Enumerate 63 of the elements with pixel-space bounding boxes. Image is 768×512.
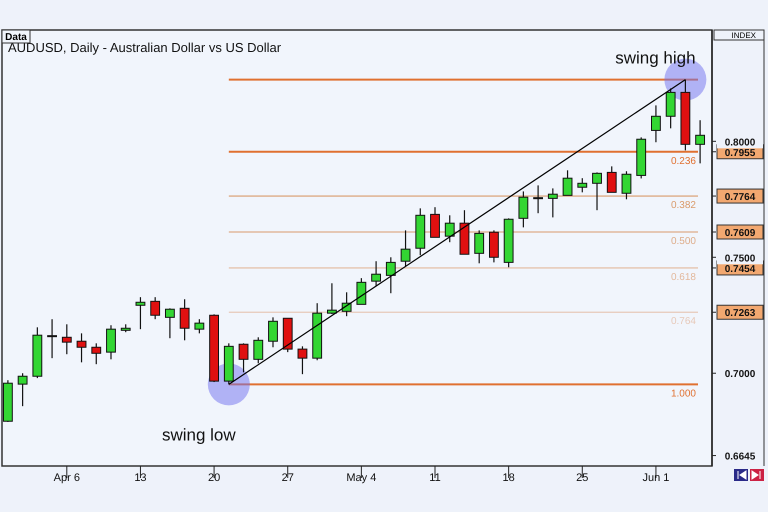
candlestick bbox=[253, 336, 264, 364]
candlestick bbox=[150, 296, 160, 320]
y-tick-label: 0.7764 bbox=[724, 192, 756, 204]
candlestick bbox=[562, 170, 572, 196]
candlestick bbox=[180, 298, 190, 341]
candlestick bbox=[548, 188, 558, 218]
x-tick-label: 13 bbox=[134, 472, 147, 484]
candlestick bbox=[386, 256, 396, 294]
candlestick bbox=[47, 318, 57, 359]
text: AUDUSD, Daily - Australian Dollar vs US Dollar bbox=[8, 40, 282, 55]
candlestick bbox=[371, 260, 382, 287]
candlestick bbox=[194, 318, 204, 334]
candlestick bbox=[622, 170, 632, 200]
candlestick bbox=[326, 282, 337, 315]
y-tick-label: 0.6645 bbox=[724, 452, 756, 463]
y-tick-label: 0.8000 bbox=[724, 137, 756, 148]
annotation: 0.236 bbox=[670, 156, 696, 167]
candlestick bbox=[695, 120, 706, 164]
x-tick-label: Jun 1 bbox=[642, 472, 670, 484]
annotation: 0.618 bbox=[670, 272, 696, 283]
candlestick bbox=[666, 88, 676, 129]
candlestick bbox=[268, 316, 278, 348]
x-tick-label: 18 bbox=[502, 472, 515, 484]
candlestick bbox=[577, 178, 588, 193]
y-tick-label: 0.7609 bbox=[724, 228, 756, 239]
candlestick bbox=[444, 214, 455, 243]
x-tick-label: 27 bbox=[282, 472, 294, 484]
candlestick bbox=[238, 342, 248, 373]
candlestick bbox=[400, 230, 410, 267]
candlestick bbox=[18, 372, 28, 407]
x-tick-label: 25 bbox=[576, 472, 588, 484]
candlestick bbox=[651, 104, 661, 143]
y-tick-label: 0.7000 bbox=[724, 369, 756, 380]
annotation: Data bbox=[5, 32, 28, 43]
candlestick bbox=[91, 342, 102, 365]
y-tick-label: 0.7454 bbox=[724, 264, 756, 275]
candlestick bbox=[518, 190, 528, 228]
candlestick bbox=[164, 308, 175, 339]
y-tick-label: 0.7955 bbox=[724, 148, 756, 159]
x-tick-label: 11 bbox=[429, 472, 441, 484]
annotation: 0.382 bbox=[670, 200, 696, 212]
candlestick bbox=[592, 172, 602, 211]
y-tick-label: 0.7500 bbox=[724, 253, 756, 264]
x-tick-label: Apr 6 bbox=[54, 472, 80, 484]
candlestick bbox=[76, 332, 86, 363]
candlestick bbox=[106, 324, 116, 360]
candlestick bbox=[474, 230, 484, 264]
x-tick-label: 20 bbox=[208, 472, 220, 484]
x-tick-label: May 4 bbox=[346, 472, 376, 484]
annotation: 0.764 bbox=[670, 316, 696, 328]
candlestick bbox=[606, 166, 617, 193]
annotation: swing low bbox=[162, 425, 236, 444]
candlestick bbox=[298, 346, 308, 375]
candlestick bbox=[533, 184, 544, 214]
annotation: swing high bbox=[615, 48, 696, 68]
text: INDEX bbox=[732, 31, 757, 40]
annotation: 0.500 bbox=[670, 236, 696, 247]
annotation: 1.000 bbox=[670, 388, 696, 400]
candlestick bbox=[356, 278, 366, 305]
y-tick-label: 0.7263 bbox=[724, 308, 756, 320]
candlestick bbox=[136, 296, 146, 330]
candlestick bbox=[430, 206, 440, 238]
candlestick bbox=[62, 324, 72, 355]
